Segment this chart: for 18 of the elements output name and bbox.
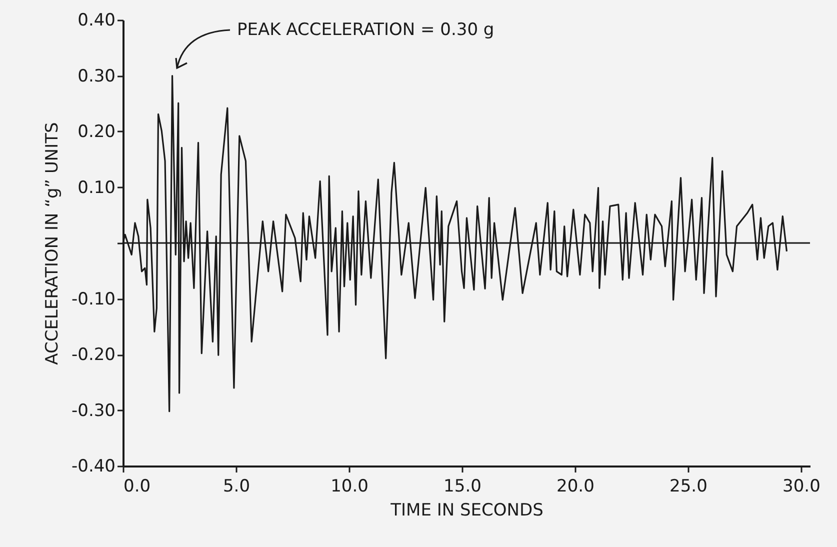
y-tick-label: -0.20 (72, 345, 116, 365)
y-tick-label: -0.30 (72, 400, 116, 421)
y-tick-label: 0.20 (78, 122, 116, 142)
y-tick-label: 0.10 (78, 178, 116, 198)
y-tick-label: -0.40 (72, 456, 116, 476)
y-tick-label: -0.10 (72, 289, 116, 310)
x-tick-label: 15.0 (444, 476, 482, 496)
x-tick-label: 5.0 (222, 476, 250, 496)
y-axis-title: ACCELERATION IN “g” UNITS (42, 122, 63, 365)
x-tick-label: 20.0 (556, 476, 594, 496)
x-axis-title: TIME IN SECONDS (390, 500, 544, 520)
y-tick-label: 0.40 (78, 10, 116, 30)
x-tick-label: 0.0 (124, 476, 151, 496)
x-tick-label: 25.0 (670, 476, 708, 496)
y-tick-label: 0.30 (78, 66, 116, 86)
x-tick-label: 30.0 (782, 476, 820, 496)
annotation: PEAK ACCELERATION = 0.30 g (237, 20, 494, 40)
x-tick-label: 10.0 (330, 476, 368, 496)
